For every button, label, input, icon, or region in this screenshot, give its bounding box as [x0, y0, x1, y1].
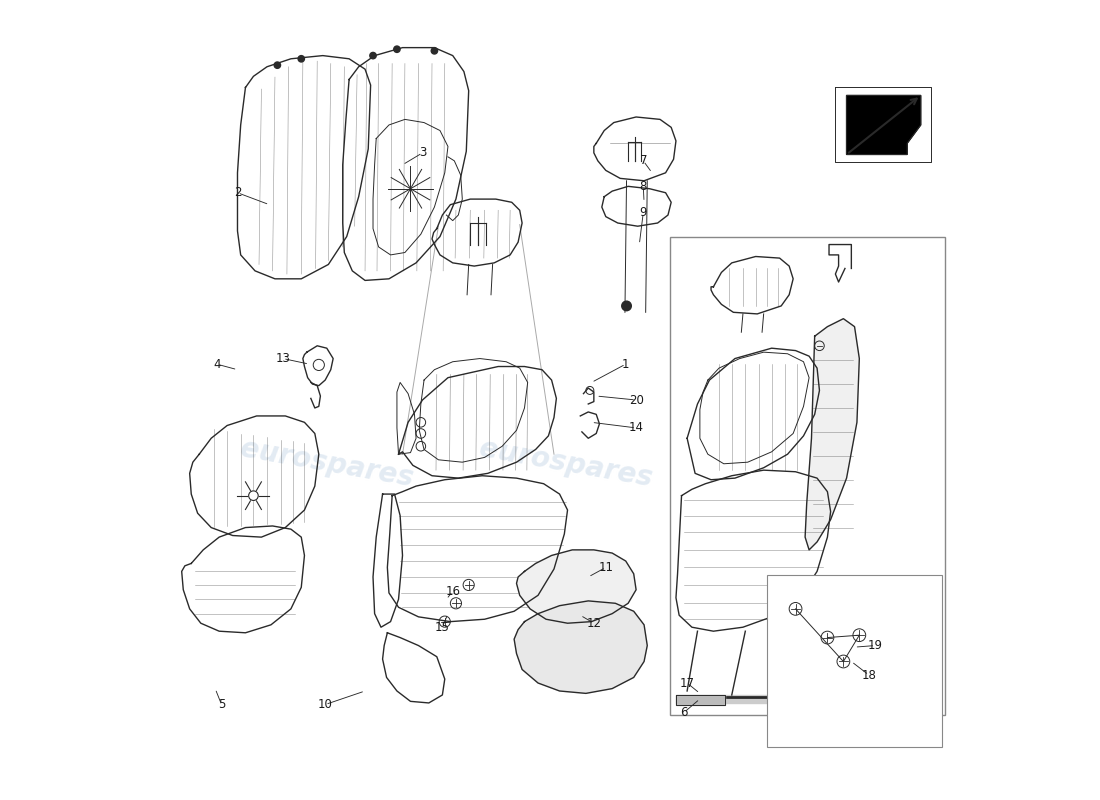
- Text: 13: 13: [275, 352, 290, 365]
- Polygon shape: [517, 550, 636, 623]
- Text: 17: 17: [680, 677, 694, 690]
- Text: 9: 9: [639, 206, 647, 219]
- Circle shape: [431, 48, 438, 54]
- Circle shape: [621, 301, 631, 310]
- Polygon shape: [676, 695, 725, 705]
- Text: 1: 1: [621, 358, 629, 370]
- Text: 15: 15: [434, 621, 450, 634]
- Circle shape: [394, 46, 400, 53]
- Text: 3: 3: [419, 146, 426, 159]
- Polygon shape: [514, 601, 647, 694]
- Polygon shape: [847, 95, 921, 154]
- Text: 8: 8: [639, 180, 647, 193]
- Text: 6: 6: [680, 706, 688, 719]
- Circle shape: [249, 491, 258, 501]
- Bar: [767, 575, 943, 746]
- Text: 5: 5: [218, 698, 226, 711]
- Text: 12: 12: [586, 617, 602, 630]
- Text: eurospares: eurospares: [238, 434, 416, 493]
- Polygon shape: [676, 695, 820, 703]
- Circle shape: [298, 56, 305, 62]
- Polygon shape: [805, 318, 859, 550]
- Text: 14: 14: [628, 422, 643, 434]
- Text: 7: 7: [639, 154, 647, 167]
- Text: 16: 16: [446, 585, 460, 598]
- Text: 10: 10: [318, 698, 332, 711]
- Circle shape: [370, 53, 376, 58]
- Bar: [670, 237, 945, 715]
- Text: 2: 2: [233, 186, 241, 199]
- Text: eurospares: eurospares: [477, 434, 654, 493]
- Circle shape: [274, 62, 280, 68]
- Polygon shape: [829, 245, 851, 282]
- Text: 18: 18: [861, 669, 877, 682]
- Text: 11: 11: [598, 561, 614, 574]
- Text: 4: 4: [213, 358, 220, 370]
- Text: 20: 20: [629, 394, 644, 406]
- Text: 19: 19: [868, 639, 883, 652]
